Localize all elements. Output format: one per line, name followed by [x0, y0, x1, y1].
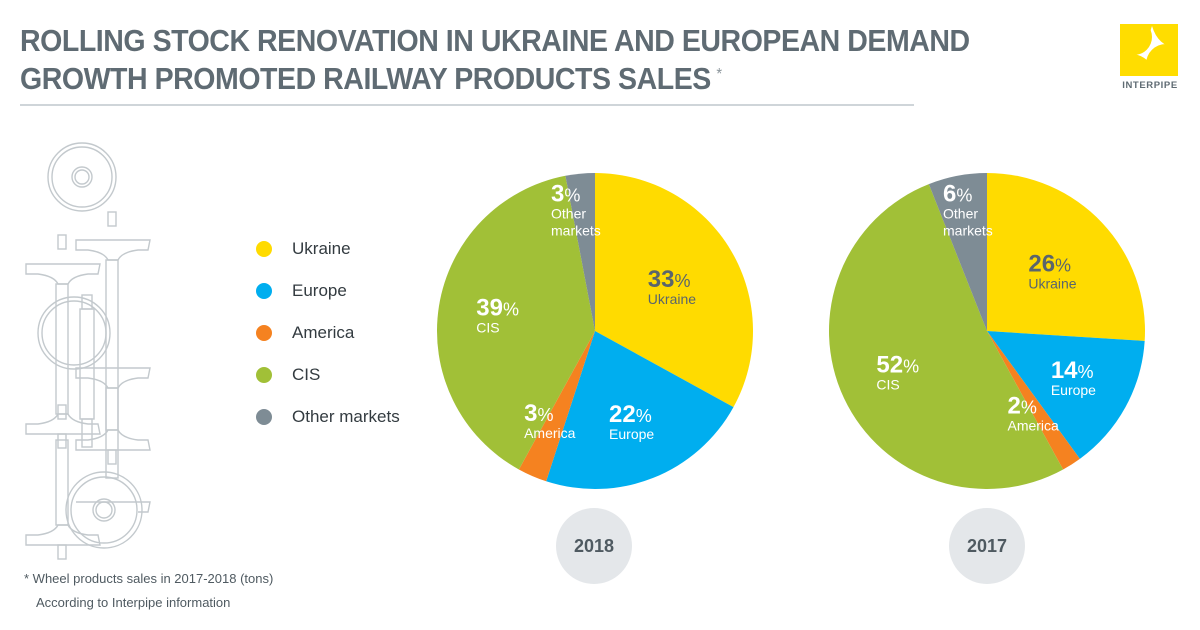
- wheelset-illustration-icon: [25, 142, 151, 560]
- pie-slice-ukraine: [595, 173, 753, 408]
- legend-label: Other markets: [292, 407, 400, 426]
- data-label-category: Other: [943, 205, 978, 221]
- data-label-value: 52%: [876, 352, 919, 379]
- footnote: * Wheel products sales in 2017-2018 (ton…: [24, 567, 273, 615]
- pie-slice-ukraine: [987, 173, 1145, 341]
- data-label-value: 14%: [1051, 357, 1094, 384]
- year-badge-2017: 2017: [949, 508, 1025, 584]
- data-label-category: America: [1007, 418, 1059, 434]
- legend-label: America: [292, 323, 355, 342]
- pie-chart-2018: 33%Ukraine22%Europe3%America39%CIS3%Othe…: [437, 173, 753, 489]
- logo-wordmark: INTERPIPE: [1122, 80, 1178, 91]
- legend-label: Ukraine: [292, 239, 351, 258]
- legend-item-cis: CIS: [256, 354, 400, 396]
- data-label-category: America: [524, 425, 576, 441]
- data-label-category: markets: [551, 222, 601, 238]
- data-label-category: Europe: [1051, 382, 1096, 398]
- pie-slice-europe: [987, 331, 1145, 459]
- pie-slice-america: [987, 331, 1080, 470]
- data-label-value: 3%: [524, 400, 553, 427]
- legend-swatch: [256, 283, 272, 299]
- data-label-value: 33%: [648, 266, 691, 293]
- data-label-category: markets: [943, 222, 993, 238]
- year-badge-2018: 2018: [556, 508, 632, 584]
- data-label-category: Ukraine: [648, 291, 696, 307]
- data-label-value: 2%: [1007, 393, 1036, 420]
- pie-slice-other-markets: [565, 173, 595, 331]
- pie-slice-cis: [437, 175, 595, 470]
- legend-item-europe: Europe: [256, 270, 400, 312]
- legend-swatch: [256, 241, 272, 257]
- page-title: ROLLING STOCK RENOVATION IN UKRAINE AND …: [20, 22, 970, 98]
- legend-label: CIS: [292, 365, 321, 384]
- interpipe-logo-icon: [1120, 24, 1178, 76]
- legend-label: Europe: [292, 281, 347, 300]
- data-label-category: CIS: [876, 377, 899, 393]
- data-label-value: 3%: [551, 180, 580, 207]
- pie-slice-europe: [546, 331, 734, 489]
- legend-swatch: [256, 325, 272, 341]
- chart-legend: Ukraine Europe America CIS Other markets: [256, 228, 400, 438]
- title-line-1: ROLLING STOCK RENOVATION IN UKRAINE AND …: [20, 23, 970, 58]
- legend-swatch: [256, 367, 272, 383]
- data-label-value: 22%: [609, 401, 652, 428]
- title-divider: [20, 104, 914, 106]
- legend-item-america: America: [256, 312, 400, 354]
- pie-slice-other-markets: [928, 173, 987, 331]
- title-line-2: GROWTH PROMOTED RAILWAY PRODUCTS SALES: [20, 61, 711, 96]
- legend-item-other-markets: Other markets: [256, 396, 400, 438]
- data-label-category: Other: [551, 205, 586, 221]
- data-label-category: Ukraine: [1028, 276, 1076, 292]
- legend-item-ukraine: Ukraine: [256, 228, 400, 270]
- footnote-line-1: * Wheel products sales in 2017-2018 (ton…: [24, 571, 274, 586]
- title-asterisk: *: [716, 66, 722, 83]
- pie-chart-2017: 26%Ukraine 14%Europe 2%America 52%CIS 6%Othe…: [829, 173, 1145, 489]
- data-label-value: 6%: [943, 180, 972, 207]
- footnote-line-2: According to Interpipe information: [36, 595, 231, 610]
- legend-swatch: [256, 409, 272, 425]
- data-label-category: CIS: [476, 320, 499, 336]
- data-label-value: 26%: [1028, 251, 1071, 278]
- pie-slice-america: [518, 331, 595, 482]
- pie-slice-cis: [829, 184, 1064, 489]
- data-label-category: Europe: [609, 426, 654, 442]
- data-label-value: 39%: [476, 295, 519, 322]
